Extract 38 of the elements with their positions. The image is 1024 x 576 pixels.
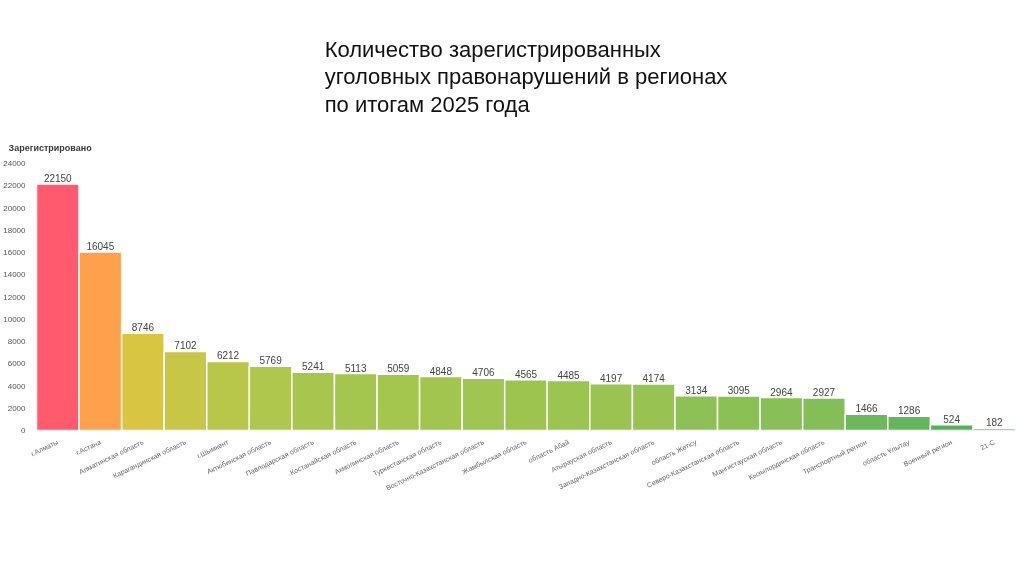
data-label: 4706 [472,367,495,379]
y-tick-label: 8000 [7,337,27,346]
data-label: 4174 [642,373,666,385]
data-label: 4848 [429,365,453,377]
y-tick-label: 0 [21,426,27,435]
y-tick-label: 22000 [3,181,27,191]
y-tick-label: 24000 [3,159,27,168]
data-label: 5241 [302,361,325,373]
data-label: 2927 [812,386,836,398]
data-label: 7102 [174,340,198,352]
data-label: 182 [985,417,1003,429]
y-tick-label: 14000 [3,270,27,280]
data-label: 6212 [216,350,240,362]
y-tick-label: 2000 [7,403,27,413]
y-tick-label: 18000 [3,225,27,235]
data-label: 3134 [685,384,708,396]
data-label: 4565 [514,368,538,380]
y-tick-label: 10000 [3,314,27,324]
data-label: 3095 [727,385,751,397]
data-label: 22150 [43,173,73,185]
y-tick-label: 4000 [7,381,27,391]
data-label: 5113 [344,362,367,374]
y-tick-label: 12000 [3,292,27,302]
data-label: 8746 [131,322,155,334]
data-label: 5059 [387,363,410,375]
data-label: 4197 [600,372,623,384]
y-tick-label: 16000 [3,248,27,257]
data-label: 4485 [557,369,581,381]
y-tick-label: 6000 [7,359,27,369]
chart-title: Количество зарегистрированных уголовных правонарушений в регионах по итогам 2025 года [324,36,728,117]
data-label: 524 [943,413,961,425]
y-tick-label: 20000 [3,203,27,213]
data-label: 16045 [86,241,115,252]
data-label: 1466 [855,403,879,415]
y-axis-title: Зарегистрировано [8,142,93,153]
data-label: 1286 [897,405,921,417]
data-label: 5769 [259,355,283,367]
data-label: 2964 [770,386,793,398]
